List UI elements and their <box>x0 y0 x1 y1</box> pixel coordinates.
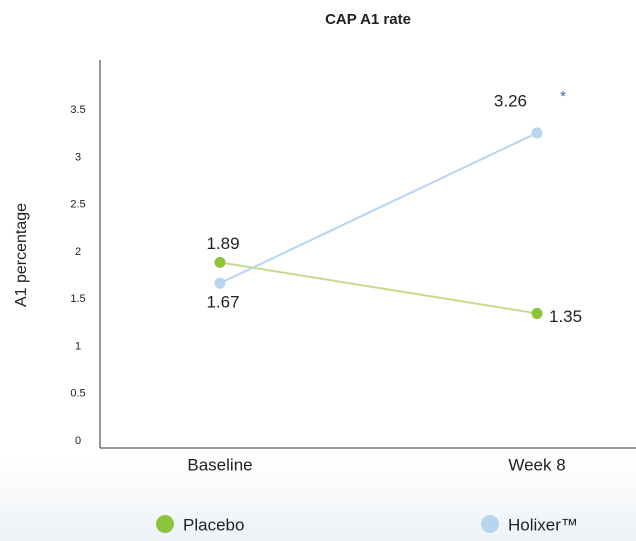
legend-background <box>0 455 636 541</box>
series-line <box>219 261 538 315</box>
data-label: 1.67 <box>206 293 239 312</box>
x-tick-label: Week 8 <box>508 455 565 474</box>
y-tick-label: 2.5 <box>70 199 85 211</box>
y-tick-label: 0.5 <box>70 388 85 400</box>
legend-marker <box>481 515 499 533</box>
point <box>531 127 543 139</box>
chart-title: CAP A1 rate <box>325 11 411 28</box>
y-tick-label: 2 <box>75 246 81 258</box>
annotation: * <box>560 88 566 105</box>
y-tick-label: 0 <box>75 435 81 447</box>
legend-label: Placebo <box>183 515 244 534</box>
point <box>214 277 226 289</box>
y-tick-label: 1 <box>75 340 81 352</box>
data-label: 1.35 <box>549 307 582 326</box>
point <box>531 307 543 319</box>
y-tick-label: 3.5 <box>70 104 85 116</box>
data-label: 3.26 <box>494 91 527 110</box>
series-line <box>219 132 538 285</box>
legend-label: Holixer™ <box>508 515 578 534</box>
y-tick-label: 1.5 <box>70 293 85 305</box>
data-label: 1.89 <box>206 234 239 253</box>
x-tick-label: Baseline <box>187 455 252 474</box>
point <box>214 256 226 268</box>
legend-marker <box>156 515 174 533</box>
y-tick-label: 3 <box>75 151 81 163</box>
y-axis-label: A1 percentage <box>13 203 30 307</box>
